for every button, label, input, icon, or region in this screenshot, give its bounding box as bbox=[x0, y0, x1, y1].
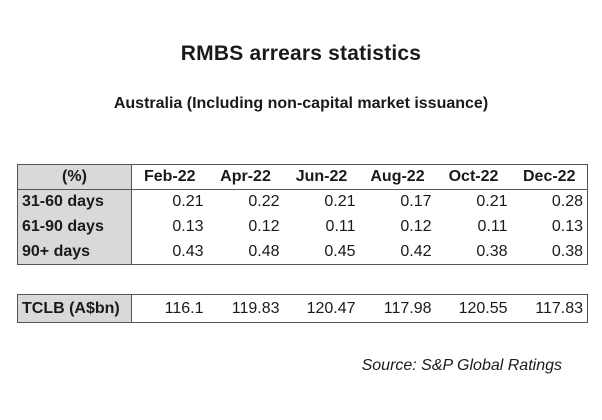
source-note: Source: S&P Global Ratings bbox=[361, 357, 562, 374]
table-cell: 0.21 bbox=[172, 193, 204, 211]
table-cell: 120.55 bbox=[435, 294, 512, 323]
table-cell: 0.42 bbox=[359, 239, 436, 265]
table-cell: 117.98 bbox=[359, 294, 436, 323]
table-cell: 0.11 bbox=[325, 218, 356, 235]
row-label: 31-60 days bbox=[17, 189, 132, 215]
table-cell: 0.12 bbox=[248, 218, 280, 235]
table-cell: 119.83 bbox=[207, 294, 284, 323]
row-label: 90+ days bbox=[17, 239, 132, 265]
table-row: TCLB (A$bn) 116.1 119.83 120.47 117.98 1… bbox=[17, 294, 588, 323]
column-header: Aug-22 bbox=[359, 164, 436, 190]
table-cell: 0.13 bbox=[172, 218, 204, 235]
column-header: Jun-22 bbox=[283, 164, 360, 190]
table-cell: 0.43 bbox=[131, 239, 208, 265]
header-label: (%) bbox=[17, 164, 132, 190]
page-title: RMBS arrears statistics bbox=[180, 42, 422, 65]
table-cell: 116.1 bbox=[131, 294, 208, 323]
row-label: TCLB (A$bn) bbox=[17, 294, 132, 323]
page-subtitle: Australia (Including non-capital market … bbox=[113, 95, 489, 112]
table-row: 90+ days 0.43 0.48 0.45 0.42 0.38 0.38 bbox=[17, 239, 588, 265]
table-cell: 0.12 bbox=[400, 218, 432, 235]
column-header: Apr-22 bbox=[207, 164, 284, 190]
table-cell: 0.48 bbox=[207, 239, 284, 265]
table-cell: 117.83 bbox=[511, 294, 588, 323]
table-cell: 120.47 bbox=[283, 294, 360, 323]
table-header-row: (%) Feb-22 Apr-22 Jun-22 Aug-22 Oct-22 D… bbox=[17, 164, 588, 190]
table-row: 31-60 days 0.21 0.22 0.21 0.17 0.21 0.28 bbox=[17, 189, 588, 215]
table-cell: 0.22 bbox=[248, 193, 280, 211]
table-cell: 0.13 bbox=[511, 214, 588, 240]
tclb-table: TCLB (A$bn) 116.1 119.83 120.47 117.98 1… bbox=[17, 294, 588, 323]
table-cell: 0.21 bbox=[324, 193, 356, 211]
column-header: Feb-22 bbox=[131, 164, 208, 190]
arrears-table: (%) Feb-22 Apr-22 Jun-22 Aug-22 Oct-22 D… bbox=[17, 164, 588, 265]
table-cell: 0.38 bbox=[435, 239, 512, 265]
column-header: Dec-22 bbox=[511, 164, 588, 190]
table-cell: 0.45 bbox=[283, 239, 360, 265]
column-header: Oct-22 bbox=[435, 164, 512, 190]
table-cell: 0.28 bbox=[511, 189, 588, 215]
table-cell: 0.11 bbox=[477, 218, 508, 235]
table-cell: 0.17 bbox=[400, 193, 432, 211]
table-row: 61-90 days 0.13 0.12 0.11 0.12 0.11 0.13 bbox=[17, 214, 588, 240]
table-cell: 0.38 bbox=[511, 239, 588, 265]
row-label: 61-90 days bbox=[17, 214, 132, 240]
table-cell: 0.21 bbox=[476, 193, 508, 211]
